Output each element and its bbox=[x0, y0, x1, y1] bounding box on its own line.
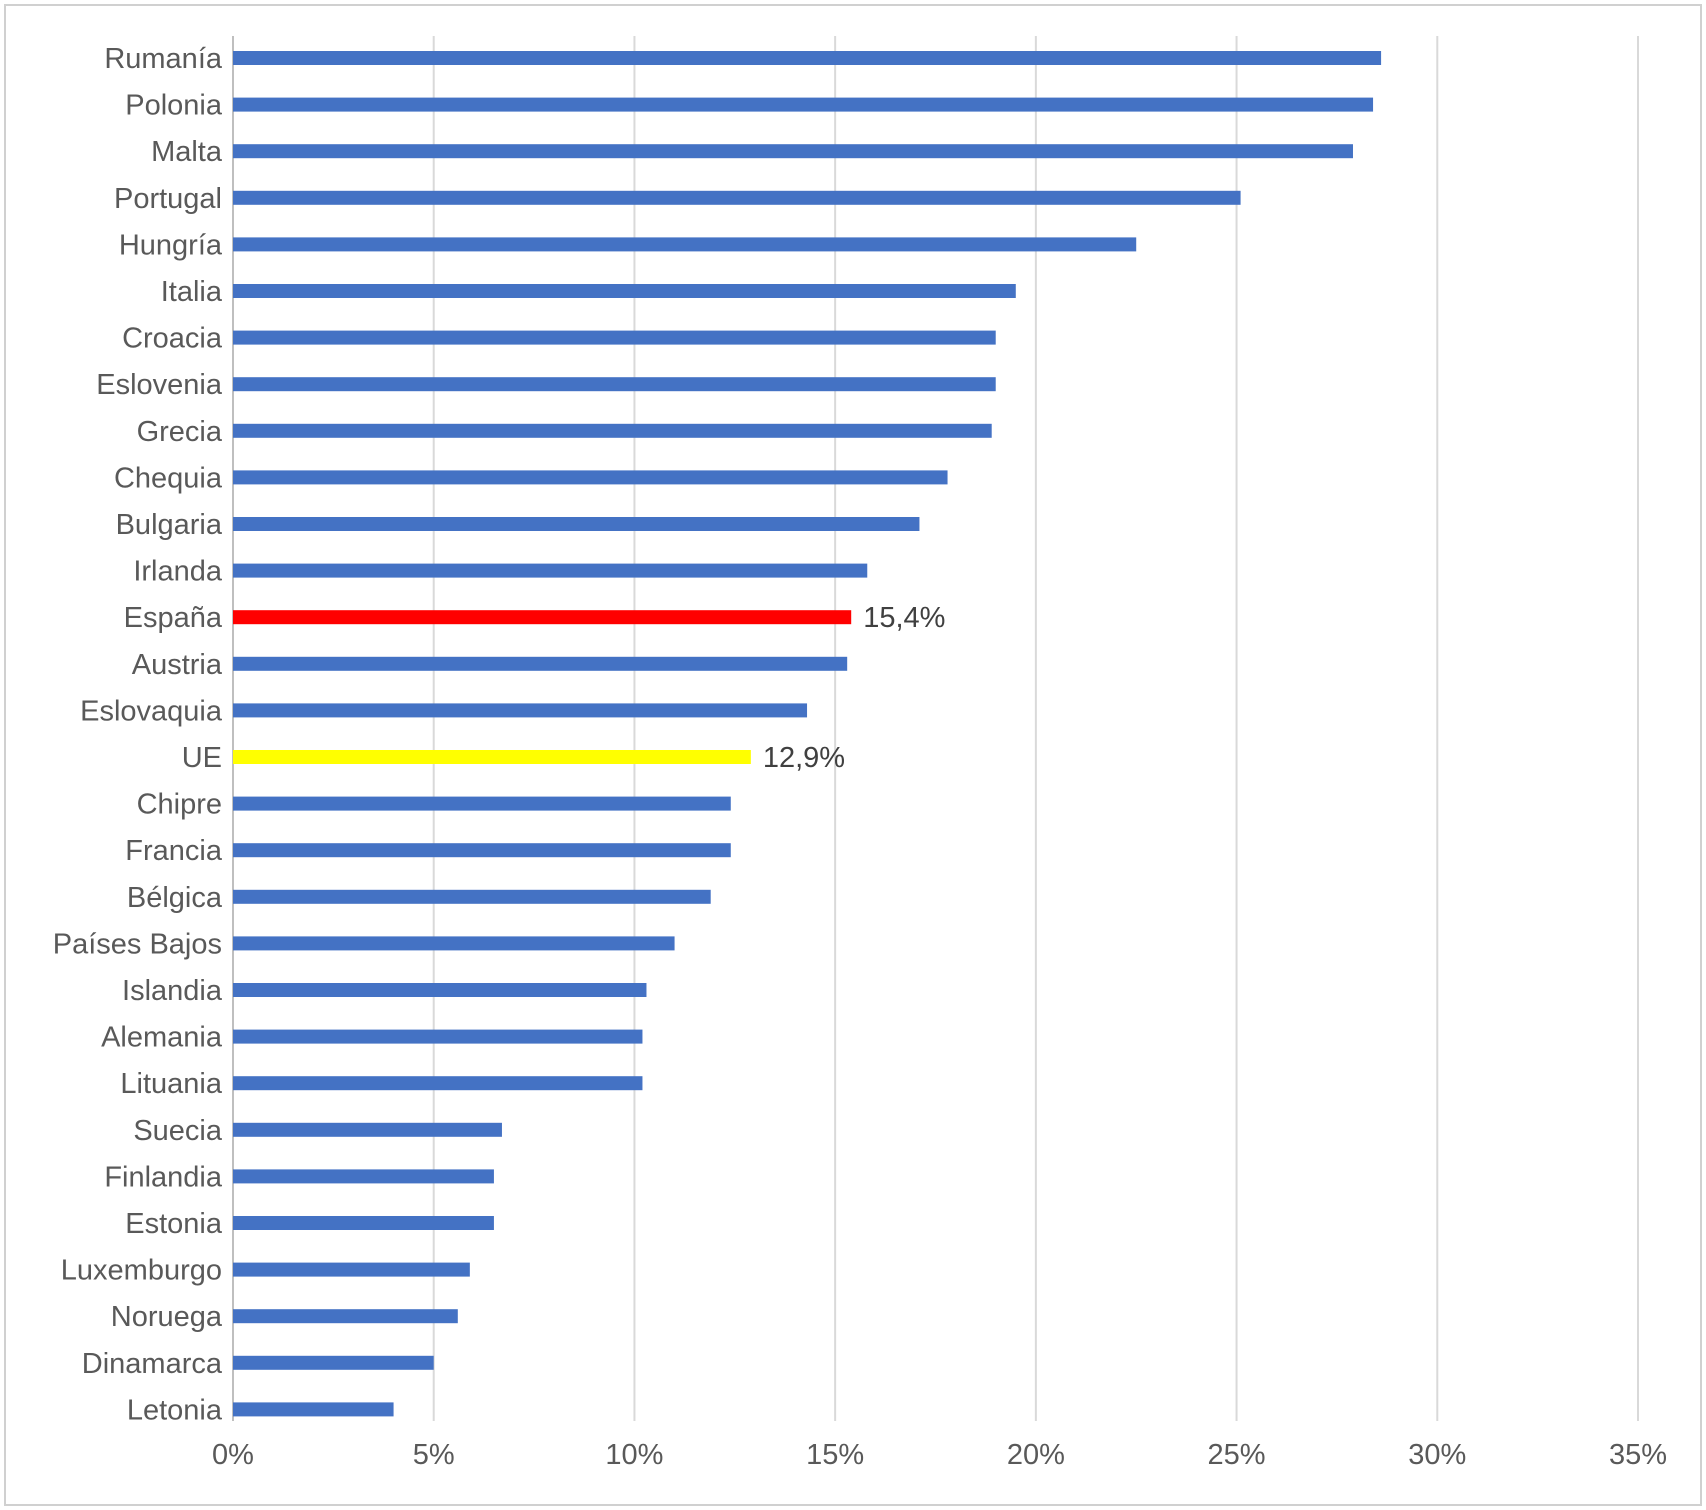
bar-islandia bbox=[233, 983, 647, 997]
category-label-luxemburgo: Luxemburgo bbox=[61, 1255, 222, 1287]
bar-ue bbox=[233, 750, 751, 764]
category-label-finlandia: Finlandia bbox=[104, 1161, 223, 1193]
category-label-eslovenia: Eslovenia bbox=[96, 369, 223, 401]
bar-belgica bbox=[233, 889, 711, 904]
bar-eslovenia bbox=[233, 377, 996, 392]
bar-lituania bbox=[233, 1076, 643, 1091]
x-tick-label: 25% bbox=[1208, 1439, 1266, 1471]
bar-italia bbox=[233, 284, 1016, 298]
bar-grecia bbox=[233, 423, 992, 438]
category-label-chipre: Chipre bbox=[137, 789, 222, 821]
bar-irlanda bbox=[233, 563, 868, 578]
category-label-rumania: Rumanía bbox=[104, 43, 223, 75]
category-label-paises-bajos: Países Bajos bbox=[53, 928, 222, 960]
category-label-alemania: Alemania bbox=[101, 1022, 223, 1054]
category-label-francia: Francia bbox=[125, 835, 223, 867]
category-label-hungria: Hungría bbox=[119, 229, 223, 261]
x-tick-label: 5% bbox=[413, 1439, 455, 1471]
bar-eslovaquia bbox=[233, 703, 808, 718]
gridlines bbox=[232, 36, 1639, 1421]
x-axis-ticks: 0% 5% 10% 15% 20% 25% 30% 35% bbox=[212, 1439, 1667, 1471]
category-label-belgica: Bélgica bbox=[127, 882, 223, 914]
category-label-austria: Austria bbox=[132, 649, 223, 681]
bar-chequia bbox=[233, 470, 948, 485]
category-label-eslovaquia: Eslovaquia bbox=[80, 695, 223, 727]
category-label-suecia: Suecia bbox=[133, 1115, 223, 1147]
category-label-chequia: Chequia bbox=[114, 462, 223, 494]
category-label-italia: Italia bbox=[161, 276, 223, 308]
category-label-irlanda: Irlanda bbox=[133, 556, 223, 588]
bar-polonia bbox=[233, 97, 1374, 112]
bar-chart: Rumanía Polonia Malta Portugal Hungría Italia… bbox=[53, 36, 1667, 1471]
data-label-ue: 12,9% bbox=[763, 742, 845, 774]
bar-hungria bbox=[233, 237, 1137, 252]
x-tick-label: 0% bbox=[212, 1439, 254, 1471]
chart-frame: Rumanía Polonia Malta Portugal Hungría Italia… bbox=[4, 4, 1702, 1506]
category-label-espana: España bbox=[124, 602, 223, 634]
bar-bulgaria bbox=[233, 517, 920, 531]
bar-alemania bbox=[233, 1029, 643, 1044]
category-labels: Rumanía Polonia Malta Portugal Hungría Italia… bbox=[53, 43, 223, 1426]
bar-luxemburgo bbox=[233, 1262, 470, 1277]
category-label-malta: Malta bbox=[151, 136, 223, 168]
bar-dinamarca bbox=[233, 1355, 434, 1370]
bar-francia bbox=[233, 843, 731, 858]
category-label-noruega: Noruega bbox=[111, 1301, 223, 1333]
bar-chipre bbox=[233, 796, 731, 811]
bar-portugal bbox=[233, 190, 1241, 205]
bar-suecia bbox=[233, 1122, 502, 1137]
category-label-portugal: Portugal bbox=[114, 183, 222, 215]
x-tick-label: 10% bbox=[605, 1439, 663, 1471]
category-label-polonia: Polonia bbox=[125, 90, 223, 122]
category-label-islandia: Islandia bbox=[122, 975, 223, 1007]
x-tick-label: 20% bbox=[1007, 1439, 1065, 1471]
x-tick-label: 30% bbox=[1408, 1439, 1466, 1471]
category-label-grecia: Grecia bbox=[137, 416, 223, 448]
data-label-espana: 15,4% bbox=[863, 602, 945, 634]
category-label-dinamarca: Dinamarca bbox=[82, 1348, 223, 1380]
x-tick-label: 15% bbox=[806, 1439, 864, 1471]
category-label-ue: UE bbox=[182, 742, 222, 774]
bar-noruega bbox=[233, 1309, 458, 1324]
data-labels: 15,4% 12,9% bbox=[763, 602, 946, 774]
category-label-bulgaria: Bulgaria bbox=[116, 509, 223, 541]
bar-espana bbox=[233, 610, 852, 625]
bar-austria bbox=[233, 656, 848, 671]
bar-finlandia bbox=[233, 1169, 494, 1184]
category-label-croacia: Croacia bbox=[122, 323, 223, 355]
category-label-estonia: Estonia bbox=[125, 1208, 223, 1240]
bar-paises-bajos bbox=[233, 936, 675, 951]
bar-rumania bbox=[233, 51, 1382, 65]
bar-letonia bbox=[233, 1402, 394, 1417]
bar-croacia bbox=[233, 330, 996, 345]
x-tick-label: 35% bbox=[1609, 1439, 1667, 1471]
category-label-lituania: Lituania bbox=[120, 1068, 222, 1100]
bars bbox=[233, 51, 1382, 1417]
bar-estonia bbox=[233, 1216, 494, 1230]
bar-malta bbox=[233, 144, 1353, 159]
category-label-letonia: Letonia bbox=[127, 1394, 223, 1426]
